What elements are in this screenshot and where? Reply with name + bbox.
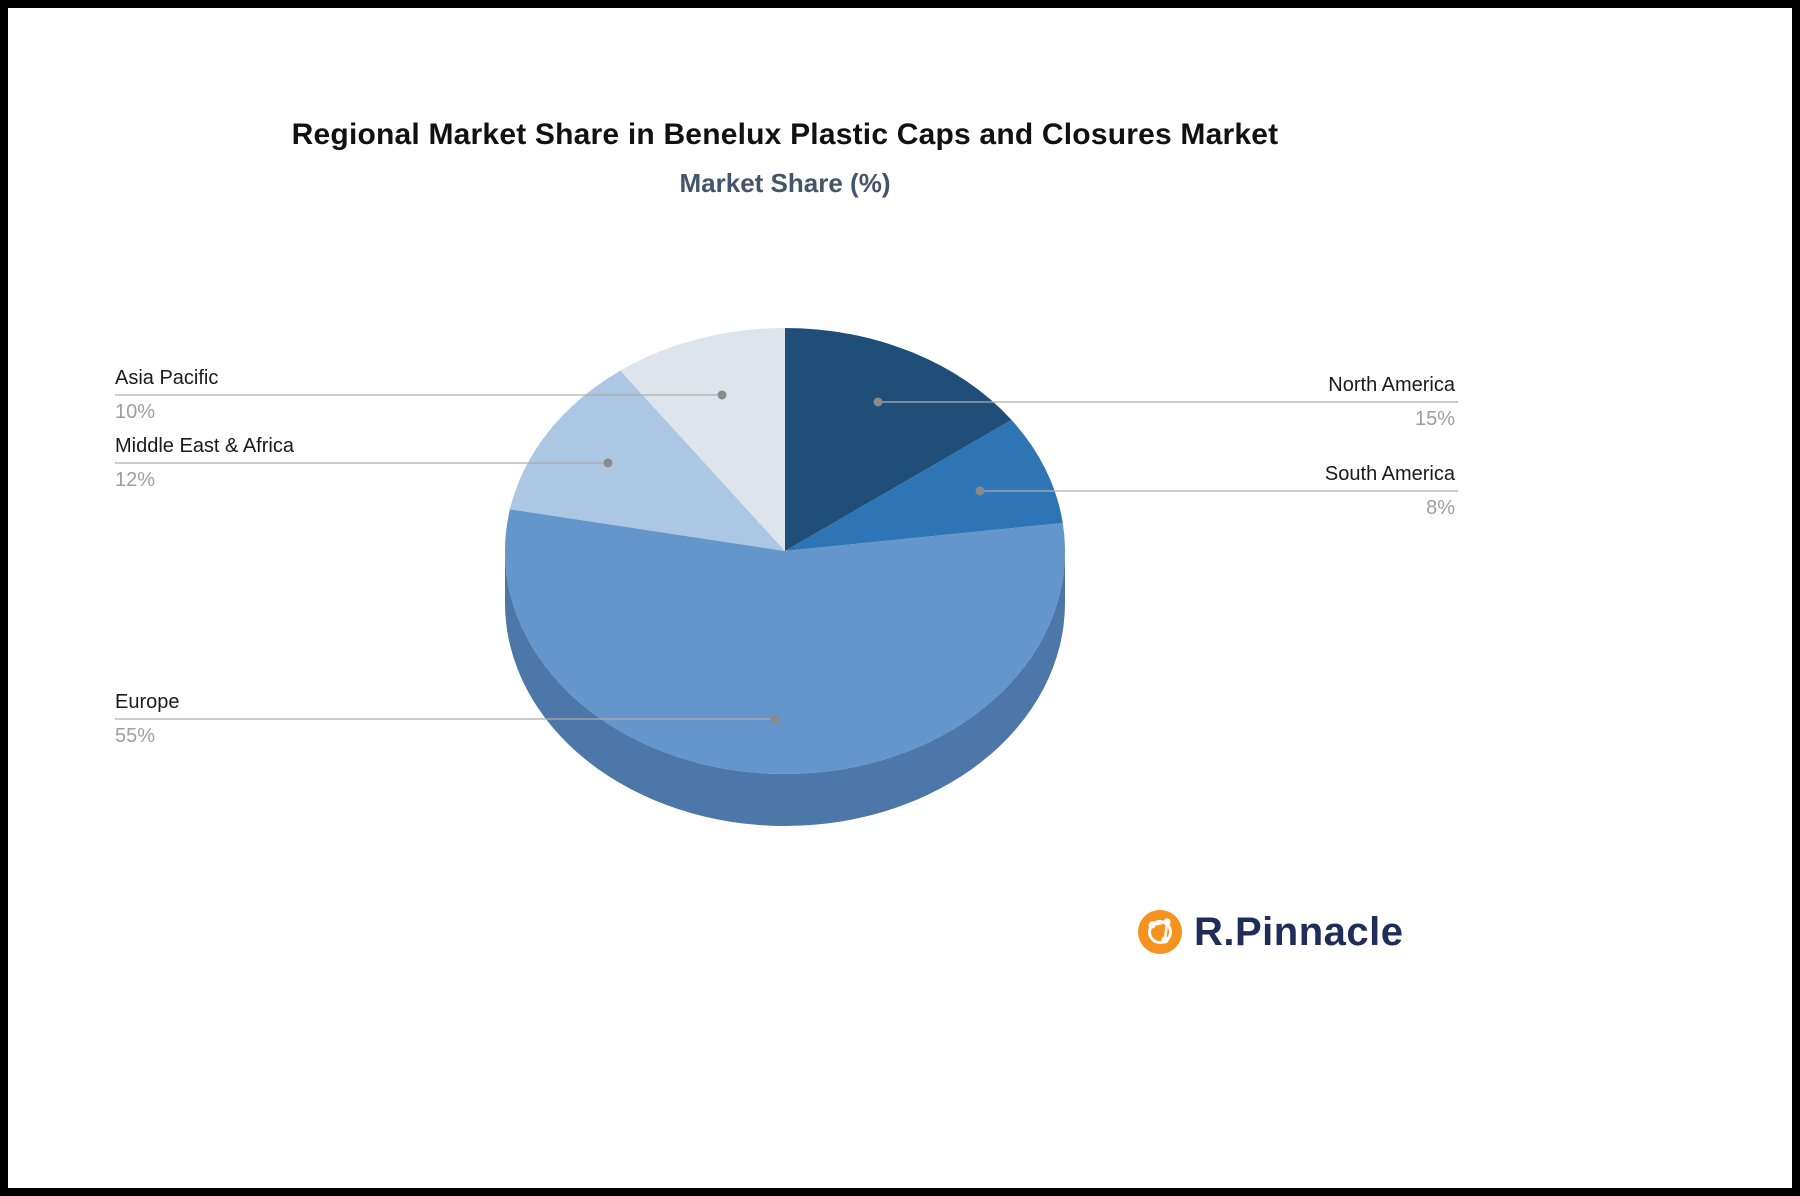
slice-value: 15%: [1414, 408, 1455, 430]
leader-dot-south-america: [975, 486, 985, 496]
callout-middle-east-africa: Middle East & Africa 12%: [115, 433, 294, 493]
leader-dot-europe: [770, 714, 780, 724]
network-nodes-icon: [1138, 910, 1182, 954]
leader-dot-asia-pacific: [717, 390, 727, 400]
slice-value: 55%: [115, 725, 156, 747]
pie-depth: [505, 551, 1065, 826]
callout-south-america: South America 8%: [1325, 461, 1455, 521]
slice-label: Middle East & Africa: [115, 435, 294, 457]
slice-value: 10%: [115, 401, 156, 423]
slice-value: 8%: [1426, 497, 1455, 519]
callout-europe: Europe 55%: [115, 689, 180, 749]
leader-dot-middle-east-africa: [603, 458, 613, 468]
logo-text: R.Pinnacle: [1194, 909, 1404, 954]
slice-label: North America: [1328, 374, 1455, 396]
pie-slice-middle-east-africa: [509, 370, 785, 551]
pie-slice-europe: [505, 509, 1065, 774]
slice-label: South America: [1324, 463, 1455, 485]
callout-asia-pacific: Asia Pacific 10%: [115, 365, 218, 425]
slice-value: 12%: [115, 469, 156, 491]
chart-subtitle: Market Share (%): [679, 168, 891, 198]
pie-slice-north-america: [785, 328, 1012, 551]
pie-slice-south-america: [785, 419, 1063, 551]
brand-logo: R.Pinnacle: [1136, 908, 1404, 956]
pie-slice-asia-pacific: [620, 328, 785, 551]
slice-label: Asia Pacific: [115, 367, 219, 389]
callout-north-america: North America 15%: [1328, 372, 1455, 432]
slice-label: Europe: [115, 691, 180, 713]
leader-dot-north-america: [873, 397, 883, 407]
chart-title: Regional Market Share in Benelux Plastic…: [291, 118, 1279, 151]
